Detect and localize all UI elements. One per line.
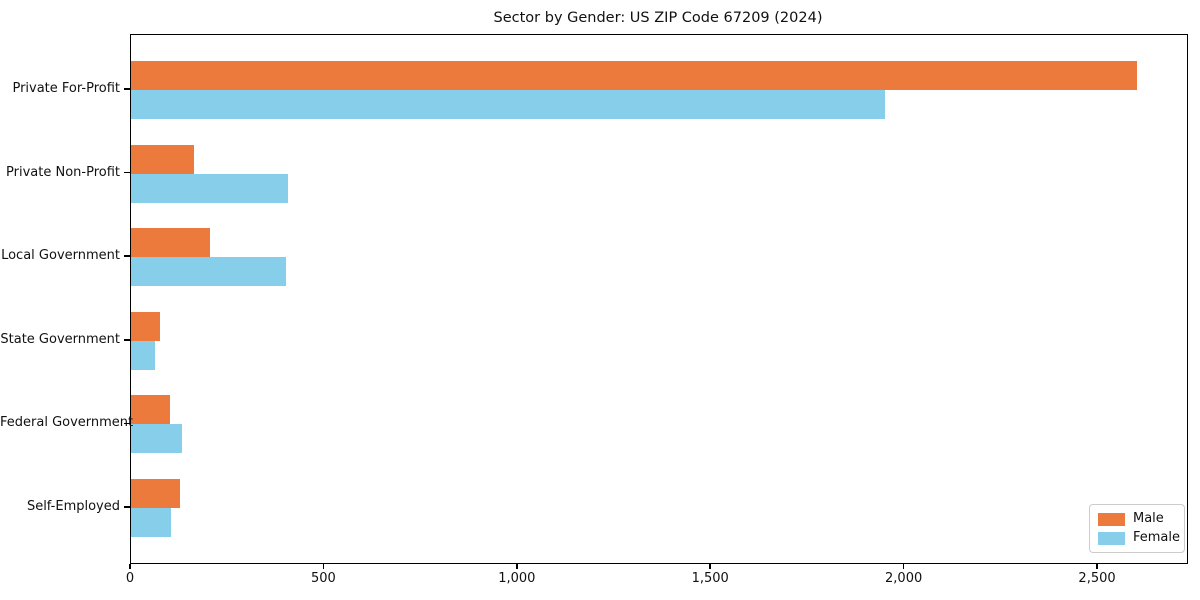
bar-male-local-government xyxy=(131,228,211,258)
y-tick-label-local-government: Local Government xyxy=(1,248,120,264)
y-tick-mark xyxy=(124,88,130,90)
bar-male-private-for-profit xyxy=(131,61,1137,90)
x-tick-label-1-500: 1,500 xyxy=(691,571,729,586)
y-tick-mark xyxy=(124,339,130,341)
bar-female-federal-government xyxy=(131,424,183,454)
y-tick-label-private-for-profit: Private For-Profit xyxy=(12,81,120,96)
x-tick-label-500: 500 xyxy=(310,571,336,586)
plot-area xyxy=(130,34,1188,564)
x-tick-label-1-000: 1,000 xyxy=(498,571,536,586)
x-tick-label-2-000: 2,000 xyxy=(885,571,923,586)
legend: Male Female xyxy=(1089,504,1185,553)
bar-female-private-non-profit xyxy=(131,173,288,203)
x-tick-mark xyxy=(516,563,518,569)
legend-swatch-female xyxy=(1098,531,1125,545)
x-tick-mark xyxy=(1096,563,1098,569)
bar-male-state-government xyxy=(131,311,161,341)
y-tick-label-self-employed: Self-Employed xyxy=(26,499,120,514)
bar-male-private-non-profit xyxy=(131,144,195,174)
x-tick-mark xyxy=(322,563,325,569)
bar-female-self-employed xyxy=(131,508,172,537)
bar-female-private-for-profit xyxy=(131,90,886,119)
x-tick-label-0: 0 xyxy=(125,571,135,586)
x-tick-mark xyxy=(709,563,711,569)
y-tick-mark xyxy=(124,171,130,174)
y-tick-mark xyxy=(124,255,130,257)
y-tick-label-state-government: State Government xyxy=(0,331,120,347)
bar-female-state-government xyxy=(131,340,156,370)
y-tick-mark xyxy=(124,422,130,425)
legend-label-female: Female xyxy=(1133,530,1181,545)
bar-male-self-employed xyxy=(131,479,181,508)
chart-title: Sector by Gender: US ZIP Code 67209 (202… xyxy=(493,10,823,26)
bar-male-federal-government xyxy=(131,395,171,425)
y-tick-mark xyxy=(124,506,130,508)
legend-label-male: Male xyxy=(1133,511,1164,526)
legend-item-male: Male xyxy=(1098,512,1176,526)
x-tick-mark xyxy=(902,563,905,569)
bar-female-local-government xyxy=(131,257,286,287)
x-tick-label-2-500: 2,500 xyxy=(1078,571,1116,586)
y-tick-label-private-non-profit: Private Non-Profit xyxy=(6,164,120,180)
x-tick-mark xyxy=(129,563,131,569)
legend-item-female: Female xyxy=(1098,531,1180,545)
legend-swatch-male xyxy=(1098,512,1125,526)
y-tick-label-federal-government: Federal Government xyxy=(0,415,134,431)
